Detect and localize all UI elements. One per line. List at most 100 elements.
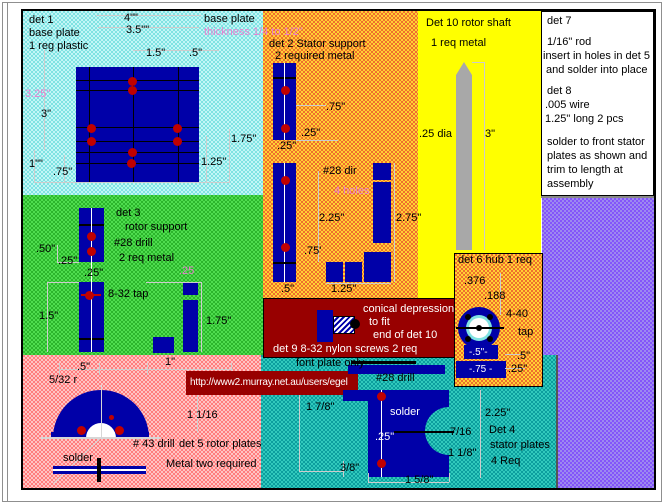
det1-title-line1: det 1 xyxy=(29,14,54,26)
det1-dim-3in: 3" xyxy=(41,108,52,120)
det1-dim-3-5in: 3.5"" xyxy=(126,24,150,36)
hole-marker xyxy=(281,124,290,133)
det3-title-line3: 2 req metal xyxy=(119,252,175,264)
hole-marker xyxy=(377,459,386,468)
det3-title-line2: rotor support xyxy=(125,221,188,233)
det6-dim-25: .25" xyxy=(508,363,528,375)
det5-drill-note: # 43 drill xyxy=(133,438,175,450)
det10-title-line2: 1 req metal xyxy=(431,37,487,49)
hub-side-view-bottom xyxy=(456,361,506,378)
dim-line xyxy=(96,15,201,16)
dim-line xyxy=(59,369,233,370)
det10-dim-3in: 3" xyxy=(485,128,496,140)
det2-dim-2-25: 2.25" xyxy=(319,212,345,224)
det4-drill-note: #28 drill xyxy=(376,372,415,384)
det4-dim-1-1-8: 1 1/8" xyxy=(448,447,477,459)
dim-tick xyxy=(59,363,60,375)
dim-line xyxy=(146,282,201,283)
det2-dim-75: .75" xyxy=(326,101,346,113)
labels-layer: det 1 base plate 1 reg plastic base plate th… xyxy=(23,11,654,488)
det2-title-line2: 2 required metal xyxy=(275,50,355,62)
det6-rect2-dim: -.75 - xyxy=(469,364,493,375)
screw-head xyxy=(317,310,333,342)
dim-line xyxy=(299,395,300,471)
det5-dim-1-1-16: 1 1/16 xyxy=(187,409,218,421)
det4-dim-25: .25" xyxy=(375,431,395,443)
dim-tick xyxy=(231,363,232,375)
det9-note-line3: end of det 10 xyxy=(373,329,438,341)
hole-marker xyxy=(281,86,290,95)
dim-line xyxy=(57,262,79,263)
dim-line xyxy=(472,62,484,63)
det5-solder-note: solder xyxy=(63,452,93,464)
plate-grid-line xyxy=(76,141,199,142)
det5-title-line2: Metal two required xyxy=(166,458,257,470)
det4-dim-1-5-8: 1 5/8" xyxy=(405,474,434,486)
det4-title-line3: 4 Req xyxy=(491,455,521,467)
hub-screw-hole xyxy=(487,336,493,342)
hub-screw-hole xyxy=(487,314,493,320)
window-edge-line xyxy=(7,3,8,501)
det4-dim-2-25: 2.25" xyxy=(485,407,511,419)
dim-line xyxy=(505,354,523,355)
part-edge-line xyxy=(273,262,296,264)
dim-tick xyxy=(99,363,100,375)
det4-front-plate-note: font plate only xyxy=(296,357,365,369)
det6-tap-note-line2: tap xyxy=(518,326,534,338)
background-region xyxy=(542,198,654,488)
det7-note-line1: 1/16" rod xyxy=(547,36,592,48)
solder-joint-mark xyxy=(97,458,101,482)
det4-title-line1: Det 4 xyxy=(489,424,516,436)
dim-line xyxy=(343,461,344,477)
det2-bar-right xyxy=(373,182,391,243)
hole-marker xyxy=(128,86,137,95)
plate-grid-line xyxy=(76,90,199,91)
plate-grid-line xyxy=(76,163,199,164)
dim-line xyxy=(296,140,338,141)
det4-title-line2: stator plates xyxy=(490,439,550,451)
hole-marker xyxy=(173,137,182,146)
dim-line xyxy=(133,50,219,51)
det7-note-line2: insert in holes in det 5 xyxy=(543,50,651,62)
hub-center-line xyxy=(456,327,504,329)
front-plate-bar xyxy=(348,365,445,374)
stator-plate-tab xyxy=(343,390,370,401)
det2-dim-25a: .25" xyxy=(301,127,321,139)
det2-square-top xyxy=(373,163,391,180)
center-line xyxy=(381,390,382,477)
plate-foot xyxy=(51,432,64,438)
det3-dim-50: .50" xyxy=(36,243,56,255)
det1-dim-1-25: 1.25" xyxy=(201,156,227,168)
det9-title: det 9 8-32 nylon screws 2 req xyxy=(273,343,418,355)
det3-dim-25b: .25" xyxy=(84,267,104,279)
hole-marker xyxy=(85,291,94,300)
det1-dim-1in: 1"" xyxy=(29,158,43,170)
det2-dim-75b: .75' xyxy=(304,245,322,257)
det7-notes-panel xyxy=(541,11,654,196)
dim-line xyxy=(318,171,319,262)
hub-screw-hole xyxy=(465,314,471,320)
hole-marker xyxy=(281,176,290,185)
det3-tap-note: 8-32 tap xyxy=(108,288,149,300)
det4-dim-3-8: 3/8" xyxy=(340,462,360,474)
det3-square xyxy=(153,337,174,353)
det3-bar-right xyxy=(183,300,198,352)
det8-note-line3: solder to front stator xyxy=(547,136,645,148)
front-plate-line xyxy=(351,361,416,364)
hub-side-view-top xyxy=(464,345,498,359)
dim-line xyxy=(505,368,525,369)
plate-grid-line xyxy=(133,67,134,182)
det1-dim-1-5in: 1.5" xyxy=(146,47,166,59)
dim-line xyxy=(296,105,326,106)
dim-line xyxy=(34,182,230,183)
det3-dim-25a: .25" xyxy=(58,255,78,267)
det5-dim-1in: 1" xyxy=(165,356,176,368)
det1-dim-75: .75" xyxy=(53,166,73,178)
hole-marker xyxy=(77,426,86,435)
det2-square-bottom xyxy=(345,262,362,282)
det1-title-line2: base plate xyxy=(29,27,80,39)
det9-note-box xyxy=(263,298,461,358)
dim-tick xyxy=(449,473,450,482)
hole-marker xyxy=(127,159,136,168)
